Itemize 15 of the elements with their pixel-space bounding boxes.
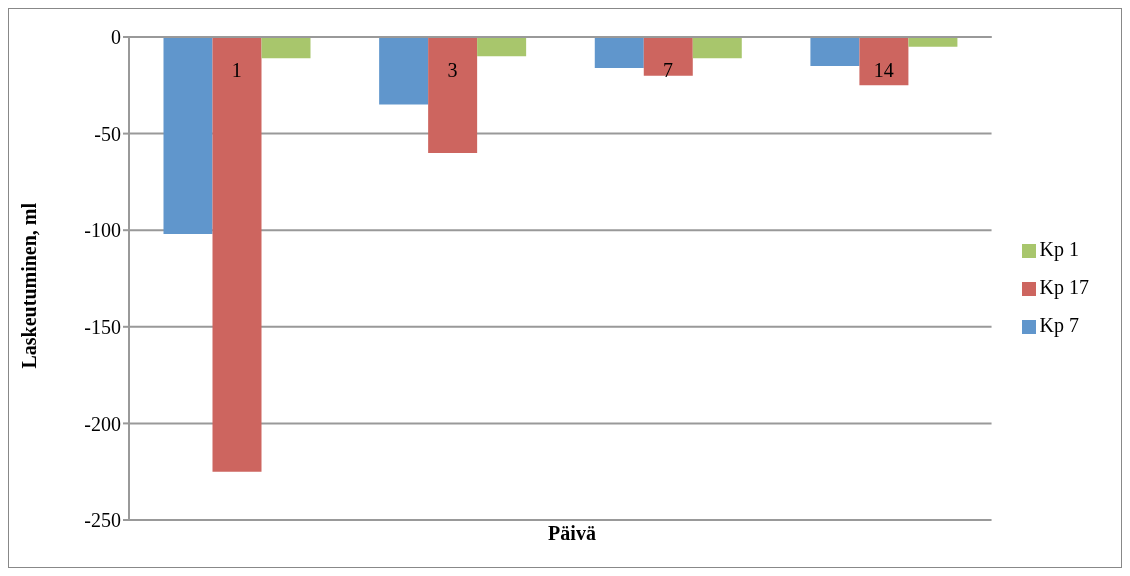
x-tick-label: 3 [447,59,458,81]
y-axis-title: Laskeutuminen, ml [18,202,41,369]
legend-label: Kp 7 [1039,314,1079,336]
legend-label: Kp 17 [1039,276,1089,298]
y-tick-label: 0 [111,26,121,49]
x-tick-label: 1 [231,59,242,81]
y-tick-label: -50 [94,122,121,145]
y-tick-label: -150 [84,315,121,338]
y-tick-label: -250 [84,509,121,532]
x-tick-label: 7 [663,59,674,81]
y-tick-label: -200 [84,412,121,435]
x-axis-title: Päivä [547,522,597,545]
y-tick-label: -100 [84,219,121,242]
legend-label: Kp 1 [1039,238,1079,260]
x-tick-label: 14 [873,59,894,81]
